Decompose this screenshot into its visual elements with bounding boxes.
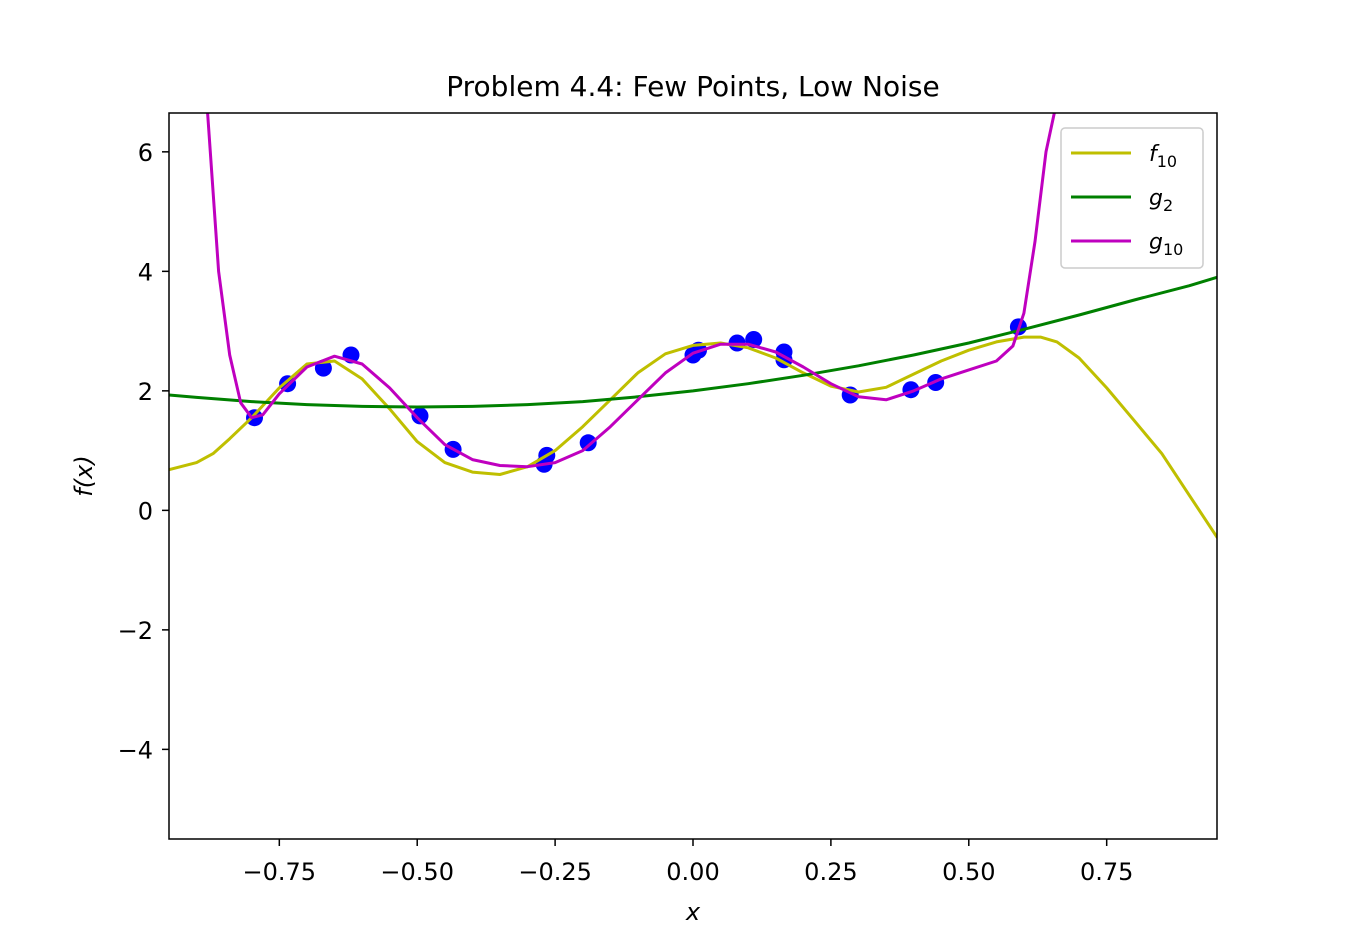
x-axis-label: x [685, 898, 701, 926]
data-point [411, 407, 429, 425]
legend-label-g10: g10 [1149, 230, 1183, 259]
y-axis-label: f(x) [70, 455, 98, 496]
series-line-f10 [169, 335, 1217, 539]
legend-box [1060, 127, 1204, 269]
plot-frame [168, 112, 1218, 840]
chart-title: Problem 4.4: Few Points, Low Noise [446, 70, 939, 103]
y-tick-label: 0 [138, 497, 153, 525]
x-tick-label: −0.75 [243, 858, 317, 886]
legend-label-g2: g2 [1149, 186, 1173, 215]
x-tick-label: 0.75 [1080, 858, 1133, 886]
x-tick-label: −0.50 [380, 858, 454, 886]
x-axis: −0.75 −0.50 −0.25 0.00 0.25 0.50 0.75 [243, 839, 1133, 886]
y-tick-label: 6 [138, 139, 153, 167]
plot-area [169, 113, 1217, 539]
y-tick-label: 2 [138, 378, 153, 406]
y-tick-label: 4 [138, 258, 153, 286]
x-tick-label: 0.50 [942, 858, 995, 886]
legend: f10 g2 g10 [1060, 127, 1204, 269]
y-tick-label: −4 [118, 736, 153, 764]
x-tick-label: −0.25 [518, 858, 592, 886]
x-tick-label: 0.25 [804, 858, 857, 886]
x-tick-label: 0.00 [666, 858, 719, 886]
y-tick-label: −2 [118, 617, 153, 645]
series-line-g2 [169, 275, 1217, 409]
data-point [579, 434, 597, 452]
legend-label-f10: f10 [1149, 142, 1177, 171]
y-axis: −4 −2 0 2 4 6 [118, 139, 169, 764]
series-line-g10 [206, 113, 1056, 469]
